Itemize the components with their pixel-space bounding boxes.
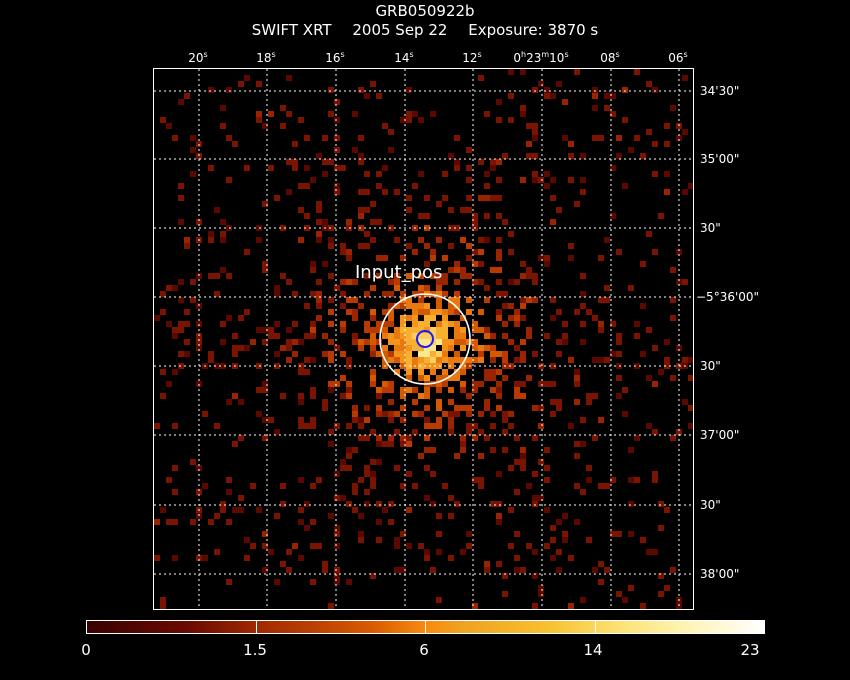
colorbar xyxy=(86,620,765,634)
source-region-label: Input_pos xyxy=(355,262,443,283)
date-label: 2005 Sep 22 xyxy=(352,21,448,39)
image-title: GRB050922b xyxy=(375,2,475,20)
dec-tick-label: −5°36'00" xyxy=(696,290,760,304)
xray-count-image xyxy=(154,69,693,609)
ra-tick-label: 18s xyxy=(256,50,276,65)
dec-tick-label: 35'00" xyxy=(700,152,740,166)
colorbar-label: 14 xyxy=(583,641,603,659)
exposure-label: Exposure: 3870 s xyxy=(468,21,599,39)
input-position-circle xyxy=(379,293,471,385)
colorbar-label: 0 xyxy=(81,641,91,659)
xray-image-frame xyxy=(153,68,694,610)
ra-tick-label: 14s xyxy=(394,50,414,65)
ra-tick-label: 12s xyxy=(462,50,482,65)
colorbar-label: 1.5 xyxy=(243,641,267,659)
dec-tick-label: 38'00" xyxy=(700,567,740,581)
centroid-circle xyxy=(416,330,434,348)
dec-tick-label: 30" xyxy=(700,498,721,512)
colorbar-label: 6 xyxy=(419,641,429,659)
dec-tick-label: 37'00" xyxy=(700,428,740,442)
dec-tick-label: 34'30" xyxy=(700,84,740,98)
pixel-layer xyxy=(154,69,693,609)
ra-tick-label: 0h23m10s xyxy=(513,50,569,65)
ra-tick-label: 08s xyxy=(600,50,620,65)
coordinate-grid xyxy=(154,69,693,609)
image-subtitle: SWIFT XRT 2005 Sep 22 Exposure: 3870 s xyxy=(0,21,850,39)
ra-tick-label: 16s xyxy=(325,50,345,65)
instrument-label: SWIFT XRT xyxy=(251,21,332,39)
colorbar-tick xyxy=(256,621,257,633)
ra-tick-label: 20s xyxy=(188,50,208,65)
colorbar-tick xyxy=(595,621,596,633)
ra-tick-label: 06s xyxy=(668,50,688,65)
dec-tick-label: 30" xyxy=(700,221,721,235)
dec-tick-label: 30" xyxy=(700,359,721,373)
colorbar-label: 23 xyxy=(740,641,760,659)
colorbar-tick xyxy=(425,621,426,633)
